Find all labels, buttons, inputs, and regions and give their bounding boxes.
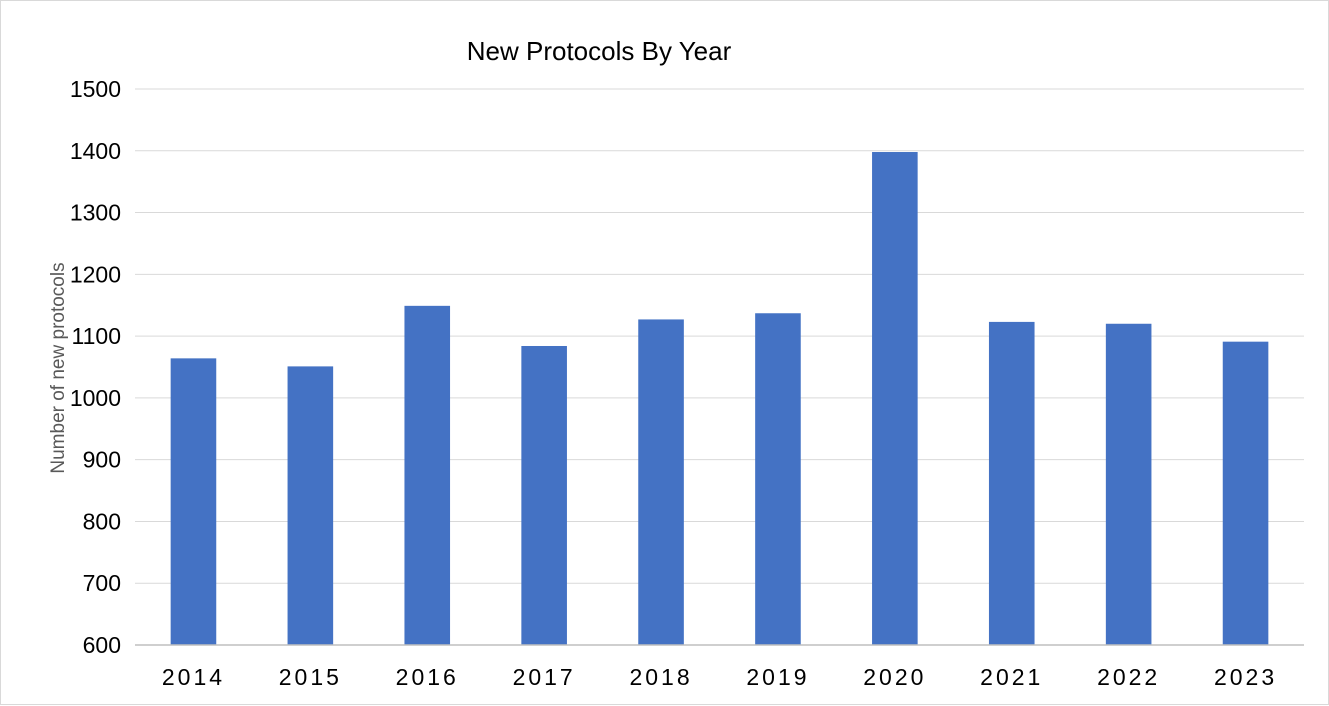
bar-2020 — [872, 152, 918, 645]
bar-2015 — [287, 366, 334, 645]
x-tick-label: 2014 — [162, 664, 225, 690]
y-axis-ticks: 600 700 800 900 1000 1100 1200 1300 1400 1500 — [70, 76, 121, 658]
y-tick-label: 1000 — [70, 385, 121, 411]
y-tick-label: 1500 — [70, 76, 121, 102]
bar-2023 — [1222, 341, 1269, 645]
y-tick-label: 1200 — [70, 261, 121, 287]
bar-2022 — [1105, 323, 1152, 645]
bar-2016 — [404, 305, 451, 645]
chart-title: New Protocols By Year — [467, 36, 732, 66]
x-axis-ticks: 2014 2015 2016 2017 2018 2019 2020 2021 2022 2023 — [162, 664, 1277, 690]
y-tick-label: 900 — [83, 447, 121, 473]
bars — [170, 152, 1269, 645]
bar-2021 — [988, 321, 1035, 645]
x-tick-label: 2015 — [279, 664, 342, 690]
x-tick-label: 2021 — [980, 664, 1043, 690]
y-tick-label: 1100 — [72, 323, 121, 349]
bar-2014 — [170, 358, 217, 645]
y-tick-label: 1400 — [70, 138, 121, 164]
x-tick-label: 2019 — [746, 664, 809, 690]
x-tick-label: 2017 — [513, 664, 576, 690]
x-tick-label: 2018 — [629, 664, 692, 690]
y-tick-label: 1300 — [70, 200, 121, 226]
bar-2019 — [755, 313, 801, 645]
y-axis-label: Number of new protocols — [48, 262, 69, 473]
y-tick-label: 700 — [83, 570, 121, 596]
x-tick-label: 2020 — [863, 664, 926, 690]
y-tick-label: 600 — [83, 632, 121, 658]
bar-2018 — [638, 319, 684, 645]
y-tick-label: 800 — [83, 508, 121, 534]
x-tick-label: 2016 — [396, 664, 459, 690]
x-tick-label: 2022 — [1097, 664, 1160, 690]
x-tick-label: 2023 — [1214, 664, 1277, 690]
bar-2017 — [521, 345, 567, 645]
